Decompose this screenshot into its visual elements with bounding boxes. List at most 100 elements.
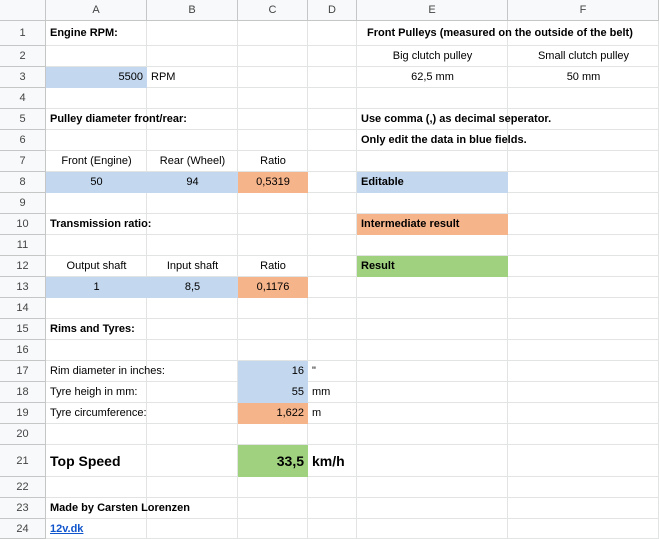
grid-cell[interactable]: [147, 109, 238, 130]
row-header-18[interactable]: 18: [0, 382, 46, 403]
grid-cell[interactable]: [357, 21, 508, 46]
grid-cell[interactable]: [147, 424, 238, 445]
cell-b12[interactable]: Input shaft: [166, 260, 219, 272]
grid-cell[interactable]: [308, 235, 357, 256]
grid-cell[interactable]: [147, 498, 238, 519]
legend-result[interactable]: Result: [357, 256, 508, 277]
grid-cell[interactable]: [308, 193, 357, 214]
grid-cell[interactable]: [147, 67, 238, 88]
grid-cell[interactable]: [147, 319, 238, 340]
row-header-19[interactable]: 19: [0, 403, 46, 424]
grid-cell[interactable]: [308, 498, 357, 519]
row-header-2[interactable]: 2: [0, 46, 46, 67]
row-header-10[interactable]: 10: [0, 214, 46, 235]
cell-a12[interactable]: Output shaft: [66, 260, 127, 272]
grid-cell[interactable]: [147, 382, 238, 403]
cell-a24[interactable]: 12v.dk: [46, 519, 147, 539]
grid-cell[interactable]: [357, 109, 508, 130]
grid-cell[interactable]: [46, 382, 147, 403]
legend-intermediate[interactable]: Intermediate result: [357, 214, 508, 235]
grid-cell[interactable]: [308, 172, 357, 193]
grid-cell[interactable]: [308, 319, 357, 340]
row-header-21[interactable]: 21: [0, 445, 46, 477]
grid-cell[interactable]: [508, 424, 659, 445]
grid-cell[interactable]: [238, 214, 308, 235]
grid-cell[interactable]: [308, 382, 357, 403]
row-header-6[interactable]: 6: [0, 130, 46, 151]
grid-cell[interactable]: [147, 235, 238, 256]
row-header-1[interactable]: 1: [0, 21, 46, 46]
row-header-24[interactable]: 24: [0, 519, 46, 539]
cell-a23-made-by[interactable]: Made by Carsten Lorenzen: [50, 502, 190, 514]
cell-c13-ratio[interactable]: 0,1176: [238, 277, 308, 298]
grid-cell[interactable]: [357, 477, 508, 498]
grid-cell[interactable]: [238, 256, 308, 277]
column-header-e[interactable]: E: [357, 0, 508, 21]
grid-cell[interactable]: [46, 46, 147, 67]
grid-cell[interactable]: [357, 382, 508, 403]
grid-cell[interactable]: [46, 424, 147, 445]
grid-cell[interactable]: [238, 477, 308, 498]
grid-cell[interactable]: [46, 256, 147, 277]
grid-cell[interactable]: [508, 214, 659, 235]
cell-d21-unit[interactable]: km/h: [312, 453, 345, 469]
cell-b7[interactable]: Rear (Wheel): [159, 155, 226, 167]
grid-cell[interactable]: [147, 46, 238, 67]
grid-cell[interactable]: [147, 130, 238, 151]
grid-cell[interactable]: [46, 88, 147, 109]
cell-c8-ratio[interactable]: 0,5319: [238, 172, 308, 193]
grid-cell[interactable]: [357, 130, 508, 151]
grid-cell[interactable]: [308, 109, 357, 130]
grid-cell[interactable]: [147, 477, 238, 498]
row-header-17[interactable]: 17: [0, 361, 46, 382]
cell-a21-top-speed-label[interactable]: Top Speed: [50, 453, 121, 469]
grid-cell[interactable]: [308, 361, 357, 382]
grid-cell[interactable]: [147, 403, 238, 424]
cell-d18-unit[interactable]: mm: [312, 386, 331, 398]
grid-cell[interactable]: [46, 298, 147, 319]
cell-a10[interactable]: Transmission ratio:: [50, 218, 152, 230]
column-header-d[interactable]: D: [308, 0, 357, 21]
cell-a5[interactable]: Pulley diameter front/rear:: [50, 113, 187, 125]
grid-cell[interactable]: [357, 445, 508, 477]
cell-b8-rear[interactable]: 94: [147, 172, 238, 193]
row-header-5[interactable]: 5: [0, 109, 46, 130]
grid-cell[interactable]: [46, 477, 147, 498]
grid-cell[interactable]: [238, 319, 308, 340]
grid-cell[interactable]: [508, 298, 659, 319]
column-header-b[interactable]: B: [147, 0, 238, 21]
cell-f2[interactable]: Small clutch pulley: [537, 50, 630, 62]
grid-cell[interactable]: [308, 403, 357, 424]
row-header-7[interactable]: 7: [0, 151, 46, 172]
cell-d19-unit[interactable]: m: [312, 407, 322, 419]
grid-cell[interactable]: [508, 277, 659, 298]
row-header-15[interactable]: 15: [0, 319, 46, 340]
grid-cell[interactable]: [357, 67, 508, 88]
grid-cell[interactable]: [46, 498, 147, 519]
grid-cell[interactable]: [508, 235, 659, 256]
cell-a3-rpm[interactable]: 5500: [46, 67, 147, 88]
grid-cell[interactable]: [308, 130, 357, 151]
row-header-16[interactable]: 16: [0, 340, 46, 361]
column-header-c[interactable]: C: [238, 0, 308, 21]
grid-cell[interactable]: [238, 130, 308, 151]
grid-cell[interactable]: [46, 340, 147, 361]
grid-cell[interactable]: [238, 88, 308, 109]
grid-cell[interactable]: [46, 193, 147, 214]
grid-cell[interactable]: [308, 277, 357, 298]
grid-cell[interactable]: [147, 88, 238, 109]
cell-c21-top-speed[interactable]: 33,5: [238, 445, 308, 477]
website-link[interactable]: 12v.dk: [50, 523, 84, 535]
grid-cell[interactable]: [147, 445, 238, 477]
grid-cell[interactable]: [46, 235, 147, 256]
cell-a1[interactable]: Engine RPM:: [50, 27, 118, 39]
grid-cell[interactable]: [357, 424, 508, 445]
grid-cell[interactable]: [508, 340, 659, 361]
grid-cell[interactable]: [357, 235, 508, 256]
grid-cell[interactable]: [357, 88, 508, 109]
grid-cell[interactable]: [147, 340, 238, 361]
grid-cell[interactable]: [357, 403, 508, 424]
grid-cell[interactable]: [508, 151, 659, 172]
grid-cell[interactable]: [147, 214, 238, 235]
grid-cell[interactable]: [508, 382, 659, 403]
